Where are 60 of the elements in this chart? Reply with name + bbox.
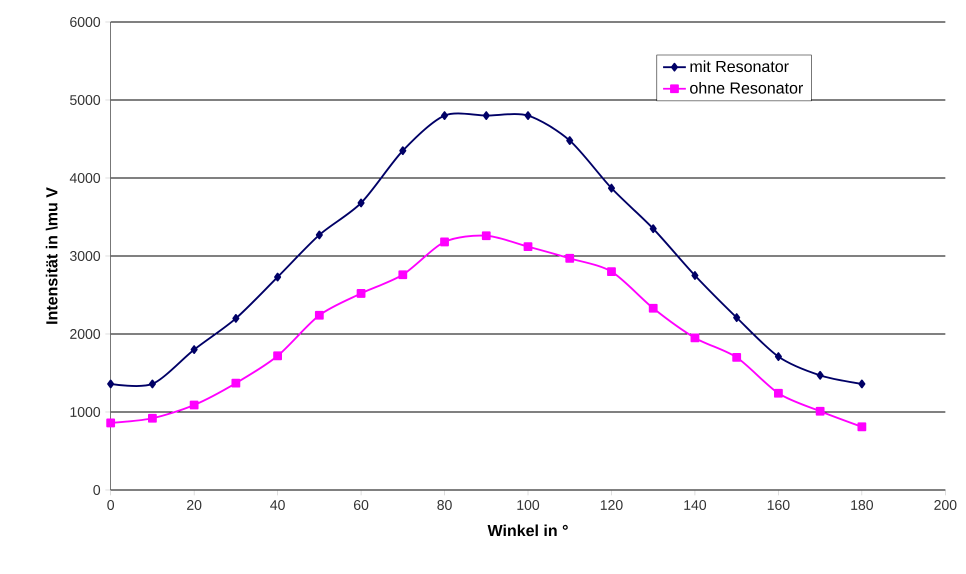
point: [399, 146, 406, 156]
point: [190, 400, 199, 410]
point: [774, 352, 782, 362]
y-tick-label: 1000: [70, 407, 100, 417]
point: [148, 380, 156, 388]
point: [857, 422, 866, 432]
y-tick-label: 2000: [70, 329, 100, 339]
y-tick-label: 5000: [70, 95, 100, 105]
point: [273, 351, 282, 360]
y-tick-label: 6000: [70, 17, 100, 27]
x-tick-label: 80: [437, 500, 452, 510]
point: [816, 406, 825, 416]
x-tick-label: 100: [517, 500, 540, 510]
x-tick-label: 120: [600, 500, 623, 510]
point: [358, 198, 365, 208]
x-tick-label: 180: [851, 500, 873, 510]
x-tick-label: 160: [768, 500, 790, 510]
point: [316, 230, 323, 240]
point: [858, 380, 866, 388]
point: [398, 270, 408, 280]
point: [106, 418, 116, 428]
point: [190, 345, 198, 354]
point: [524, 111, 532, 120]
point: [148, 414, 157, 423]
legend-label: mit Resonator: [690, 60, 789, 72]
point: [566, 136, 574, 145]
x-tick-label: 200: [934, 500, 956, 510]
point: [608, 184, 616, 193]
x-tick-label: 40: [270, 500, 285, 510]
x-tick-label: 140: [684, 500, 706, 510]
x-tick-label: 20: [187, 500, 202, 510]
x-tick-label: 60: [354, 500, 368, 510]
point: [274, 272, 282, 282]
point: [732, 353, 742, 362]
point: [691, 271, 698, 280]
point: [231, 378, 240, 388]
x-tick-label: 0: [107, 500, 114, 510]
point: [232, 314, 240, 323]
point: [733, 313, 740, 322]
y-tick-label: 3000: [70, 251, 100, 261]
point: [440, 238, 449, 246]
point: [565, 254, 574, 263]
point: [607, 267, 616, 276]
point: [482, 231, 491, 240]
point: [482, 111, 490, 120]
point: [314, 310, 324, 320]
y-axis-title: Intensität in \mu V: [46, 187, 58, 324]
y-tick-label: 4000: [70, 173, 100, 183]
legend-label: ohne Resonator: [690, 82, 804, 94]
point: [690, 334, 700, 342]
point: [648, 304, 658, 313]
point: [650, 224, 657, 234]
point: [356, 289, 366, 298]
point: [441, 111, 448, 120]
point: [774, 388, 783, 398]
y-tick-label: 0: [93, 485, 100, 495]
point: [107, 380, 114, 388]
point: [816, 370, 824, 380]
x-axis-title: Winkel in °: [488, 524, 568, 536]
point: [524, 242, 532, 252]
